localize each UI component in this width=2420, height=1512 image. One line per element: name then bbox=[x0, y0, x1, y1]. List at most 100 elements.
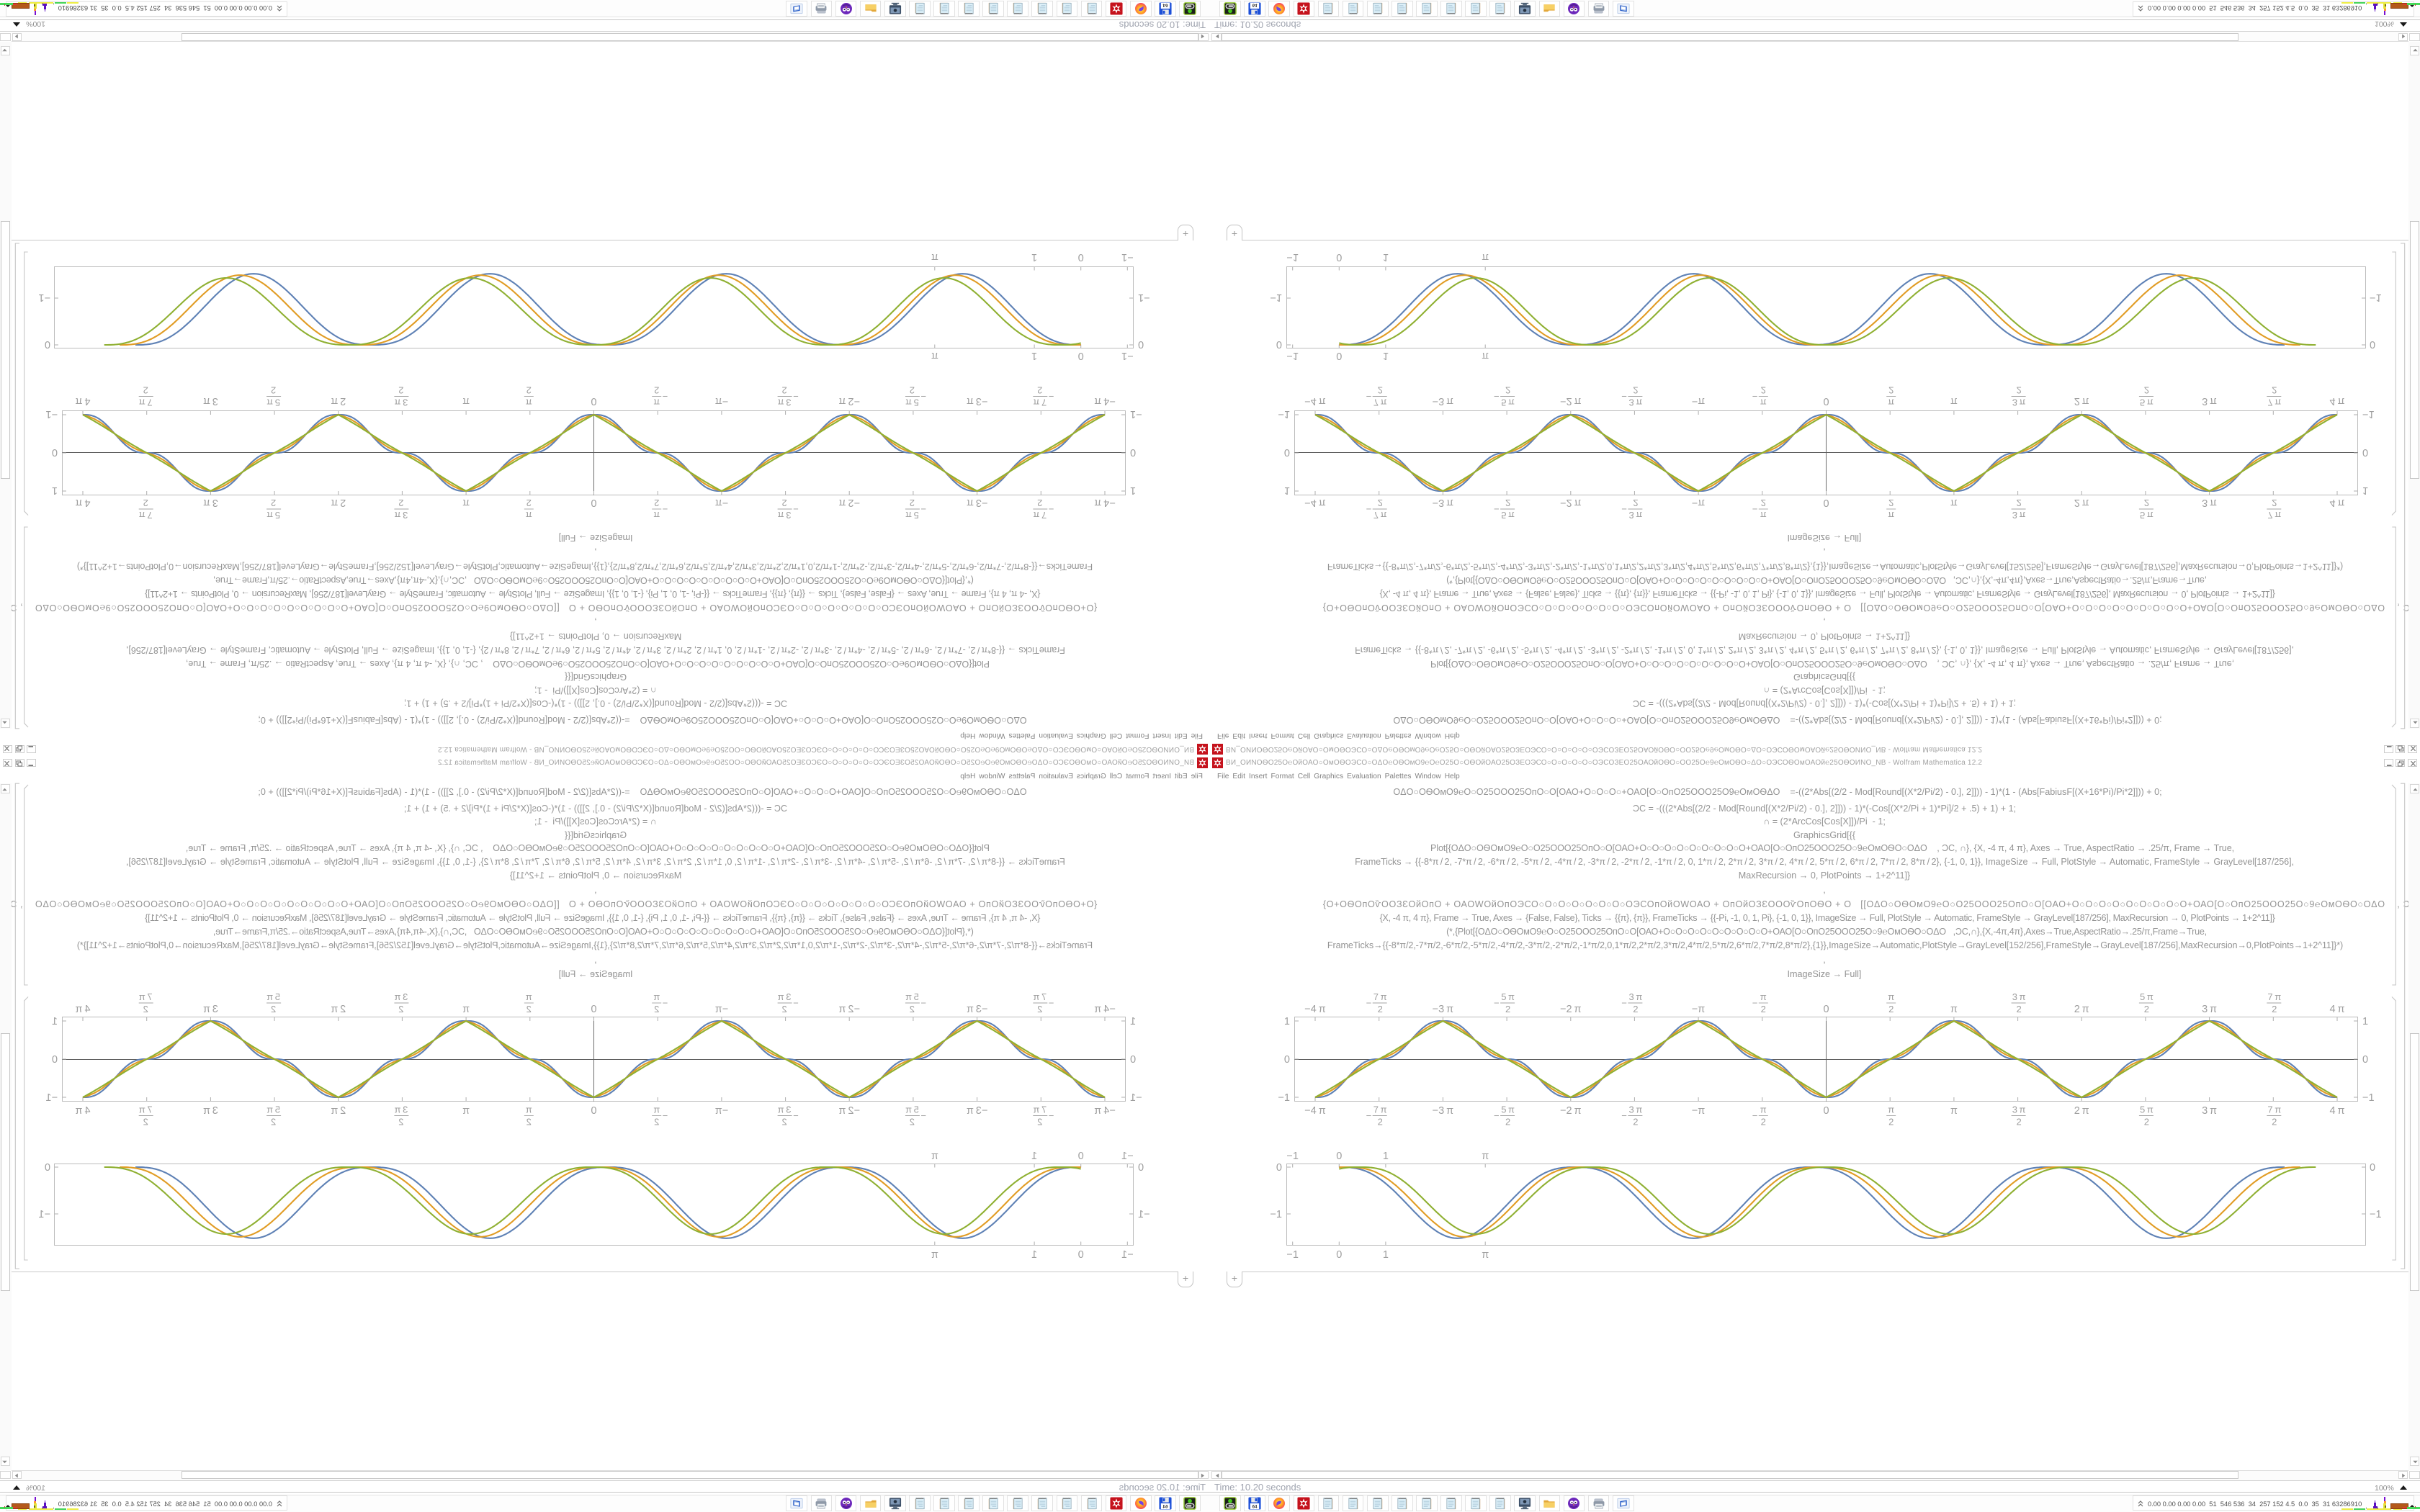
svg-text:3 π: 3 π bbox=[203, 1105, 218, 1117]
svg-text:−: − bbox=[1366, 391, 1372, 402]
svg-text:2: 2 bbox=[781, 1117, 786, 1128]
svg-text:−: − bbox=[663, 391, 668, 402]
svg-text:2: 2 bbox=[654, 498, 659, 508]
svg-text:2: 2 bbox=[143, 1004, 148, 1014]
svg-text:7 π: 7 π bbox=[2267, 991, 2281, 1002]
svg-text:2: 2 bbox=[271, 385, 276, 396]
svg-text:π: π bbox=[1888, 1104, 1894, 1115]
svg-text:0: 0 bbox=[1823, 1105, 1829, 1117]
svg-text:2: 2 bbox=[2272, 498, 2277, 508]
svg-text:2: 2 bbox=[143, 385, 148, 396]
svg-text:0: 0 bbox=[1138, 338, 1144, 350]
svg-text:2: 2 bbox=[1888, 1004, 1894, 1014]
svg-text:2: 2 bbox=[526, 498, 532, 508]
svg-text:0: 0 bbox=[52, 1054, 58, 1066]
svg-text:5 π: 5 π bbox=[266, 510, 280, 521]
svg-text:−1: −1 bbox=[2362, 1092, 2375, 1104]
svg-text:2: 2 bbox=[143, 1117, 148, 1128]
svg-text:2: 2 bbox=[1633, 1117, 1638, 1128]
svg-text:1: 1 bbox=[1031, 1151, 1037, 1162]
svg-text:2: 2 bbox=[1505, 1004, 1510, 1014]
svg-text:4 π: 4 π bbox=[2330, 497, 2345, 508]
svg-text:−: − bbox=[920, 1110, 926, 1121]
svg-text:7 π: 7 π bbox=[2267, 1104, 2281, 1115]
svg-text:−1: −1 bbox=[2362, 408, 2375, 420]
svg-text:2: 2 bbox=[910, 1117, 915, 1128]
svg-text:1: 1 bbox=[52, 1016, 58, 1027]
svg-text:2: 2 bbox=[2272, 385, 2277, 396]
svg-text:5 π: 5 π bbox=[905, 397, 919, 408]
svg-text:1: 1 bbox=[1130, 1016, 1136, 1027]
svg-text:3 π: 3 π bbox=[2012, 510, 2026, 521]
svg-text:−: − bbox=[1494, 998, 1500, 1009]
svg-text:−π: −π bbox=[1692, 1105, 1705, 1117]
svg-text:2: 2 bbox=[1037, 498, 1042, 508]
svg-text:3 π: 3 π bbox=[1628, 1104, 1642, 1115]
svg-text:7 π: 7 π bbox=[139, 510, 153, 521]
svg-text:2: 2 bbox=[1761, 498, 1766, 508]
svg-text:2: 2 bbox=[143, 498, 148, 508]
svg-text:1: 1 bbox=[52, 485, 58, 496]
svg-text:4 π: 4 π bbox=[76, 395, 91, 407]
svg-text:2: 2 bbox=[1378, 1117, 1383, 1128]
svg-text:0: 0 bbox=[1078, 251, 1084, 263]
svg-text:2: 2 bbox=[271, 1117, 276, 1128]
svg-text:4 π: 4 π bbox=[76, 497, 91, 508]
svg-text:−4 π: −4 π bbox=[1094, 1105, 1115, 1117]
svg-text:−1: −1 bbox=[1121, 1151, 1134, 1162]
svg-text:2: 2 bbox=[654, 385, 659, 396]
svg-text:−3 π: −3 π bbox=[1433, 1105, 1453, 1117]
svg-text:−1: −1 bbox=[38, 292, 50, 303]
svg-text:π: π bbox=[1482, 1151, 1489, 1162]
svg-text:3 π: 3 π bbox=[2202, 395, 2217, 407]
svg-text:2 π: 2 π bbox=[331, 497, 346, 508]
svg-text:7 π: 7 π bbox=[139, 991, 153, 1002]
svg-text:2 π: 2 π bbox=[2074, 497, 2089, 508]
svg-text:0: 0 bbox=[1138, 1162, 1144, 1174]
svg-text:π: π bbox=[1888, 991, 1894, 1002]
svg-text:−3 π: −3 π bbox=[1433, 1004, 1453, 1015]
svg-text:−: − bbox=[1366, 1110, 1372, 1121]
svg-text:0: 0 bbox=[1336, 350, 1342, 361]
svg-text:4 π: 4 π bbox=[2330, 1004, 2345, 1015]
svg-text:−: − bbox=[1049, 504, 1054, 515]
svg-text:5 π: 5 π bbox=[905, 1104, 919, 1115]
svg-text:5 π: 5 π bbox=[1501, 397, 1515, 408]
svg-text:−1: −1 bbox=[45, 408, 58, 420]
svg-text:3 π: 3 π bbox=[778, 397, 792, 408]
svg-text:3 π: 3 π bbox=[778, 991, 792, 1002]
svg-text:2: 2 bbox=[398, 1117, 403, 1128]
svg-text:0: 0 bbox=[45, 1162, 50, 1174]
svg-text:2: 2 bbox=[2016, 385, 2021, 396]
svg-text:2: 2 bbox=[910, 385, 915, 396]
svg-text:−: − bbox=[920, 504, 926, 515]
svg-text:2: 2 bbox=[654, 1117, 659, 1128]
svg-text:−π: −π bbox=[715, 1004, 728, 1015]
svg-text:2 π: 2 π bbox=[331, 1105, 346, 1117]
svg-text:π: π bbox=[526, 1104, 532, 1115]
svg-text:−2 π: −2 π bbox=[838, 1105, 859, 1117]
svg-text:π: π bbox=[526, 510, 532, 521]
svg-text:2: 2 bbox=[2016, 498, 2021, 508]
svg-text:−3 π: −3 π bbox=[1433, 395, 1453, 407]
svg-text:2: 2 bbox=[2144, 385, 2149, 396]
svg-text:−2 π: −2 π bbox=[838, 497, 859, 508]
svg-text:0: 0 bbox=[2362, 446, 2368, 458]
svg-text:5 π: 5 π bbox=[2140, 397, 2154, 408]
svg-text:−1: −1 bbox=[1138, 292, 1150, 303]
svg-text:−3 π: −3 π bbox=[967, 1004, 987, 1015]
svg-text:0: 0 bbox=[1823, 1004, 1829, 1015]
svg-text:0: 0 bbox=[591, 395, 596, 407]
svg-text:2: 2 bbox=[271, 498, 276, 508]
svg-text:5 π: 5 π bbox=[1501, 510, 1515, 521]
svg-text:1: 1 bbox=[1383, 251, 1389, 263]
svg-text:−: − bbox=[920, 998, 926, 1009]
svg-text:−: − bbox=[1621, 391, 1627, 402]
svg-text:3 π: 3 π bbox=[394, 991, 408, 1002]
svg-text:0: 0 bbox=[1078, 1151, 1084, 1162]
svg-text:2: 2 bbox=[910, 498, 915, 508]
svg-text:π: π bbox=[462, 395, 470, 407]
svg-text:1: 1 bbox=[1383, 1151, 1389, 1162]
svg-text:7 π: 7 π bbox=[1033, 1104, 1047, 1115]
svg-text:2: 2 bbox=[1888, 385, 1894, 396]
